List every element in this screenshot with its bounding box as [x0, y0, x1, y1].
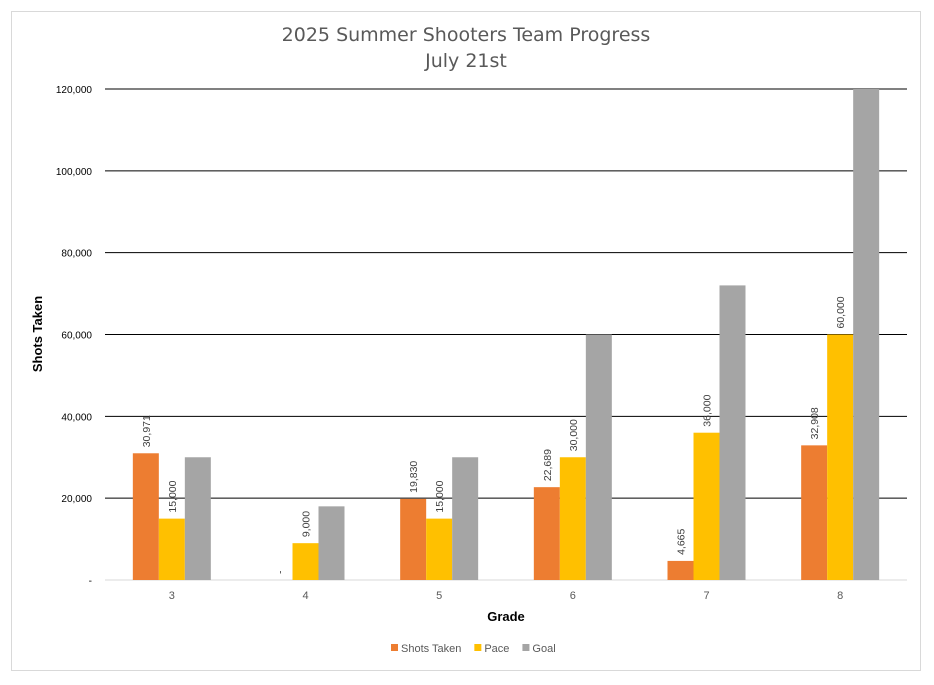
data-label: 30,000: [568, 419, 580, 451]
bar-shots-taken: [400, 498, 427, 580]
y-tick-label: 60,000: [61, 331, 92, 342]
x-tick-label: 4: [302, 590, 308, 602]
legend-label: Pace: [484, 643, 509, 655]
bar-pace: [426, 518, 453, 580]
bar-shots-taken: [533, 487, 560, 580]
data-label: 19,830: [408, 461, 420, 493]
data-label: 36,000: [702, 394, 714, 426]
data-label: -: [275, 570, 287, 574]
bar-pace: [158, 518, 185, 580]
data-label: 9,000: [301, 511, 313, 537]
x-tick-label: 7: [703, 590, 709, 602]
y-axis-ticks: - 20,000 40,000 60,000 80,000 100,000 120,000: [56, 85, 93, 587]
data-label: 15,000: [167, 480, 179, 512]
bar-shots-taken: [132, 453, 159, 580]
chart-title: 2025 Summer Shooters Team Progress: [282, 24, 651, 46]
x-tick-label: 6: [570, 590, 576, 602]
chart-subtitle: July 21st: [424, 50, 507, 72]
bar-goal: [853, 89, 880, 580]
y-tick-label: 120,000: [56, 85, 93, 96]
y-tick-label: -: [89, 576, 92, 587]
legend-label: Shots Taken: [401, 643, 461, 655]
bar-goal: [184, 457, 211, 580]
bar-pace: [292, 543, 319, 580]
bar-pace: [559, 457, 586, 580]
y-tick-label: 20,000: [61, 494, 92, 505]
x-axis-ticks: 3 4 5 6 7 8: [169, 590, 843, 602]
bar-goal: [452, 457, 479, 580]
bar-pace: [693, 432, 720, 580]
data-label: 30,971: [141, 415, 153, 447]
bar-shots-taken: [667, 560, 694, 580]
data-label: 4,665: [676, 528, 688, 554]
bar-goal: [719, 285, 746, 580]
legend-label: Goal: [532, 643, 555, 655]
data-label: 15,000: [434, 480, 446, 512]
y-tick-label: 100,000: [56, 167, 93, 178]
data-label: 32,908: [809, 407, 821, 439]
y-tick-label: 80,000: [61, 249, 92, 260]
legend: Shots Taken Pace Goal: [391, 643, 556, 655]
bar-shots-taken: [801, 445, 828, 580]
bar-goal: [318, 506, 345, 580]
gridlines: [105, 88, 907, 581]
x-tick-label: 3: [169, 590, 175, 602]
x-tick-label: 5: [436, 590, 442, 602]
data-label: 22,689: [542, 449, 554, 481]
x-tick-label: 8: [837, 590, 843, 602]
data-label: 60,000: [835, 296, 847, 328]
y-tick-label: 40,000: [61, 412, 92, 423]
legend-swatch: [522, 644, 530, 651]
y-axis-label: Shots Taken: [30, 296, 45, 372]
bars: [132, 89, 880, 580]
legend-swatch: [391, 644, 398, 651]
x-axis-label: Grade: [487, 609, 525, 624]
data-labels: 30,971 15,000 - 9,000 19,830 15,000 22,689 30,0…: [141, 296, 847, 574]
bar-goal: [585, 334, 612, 580]
legend-swatch: [474, 644, 482, 651]
bar-pace: [827, 334, 854, 580]
